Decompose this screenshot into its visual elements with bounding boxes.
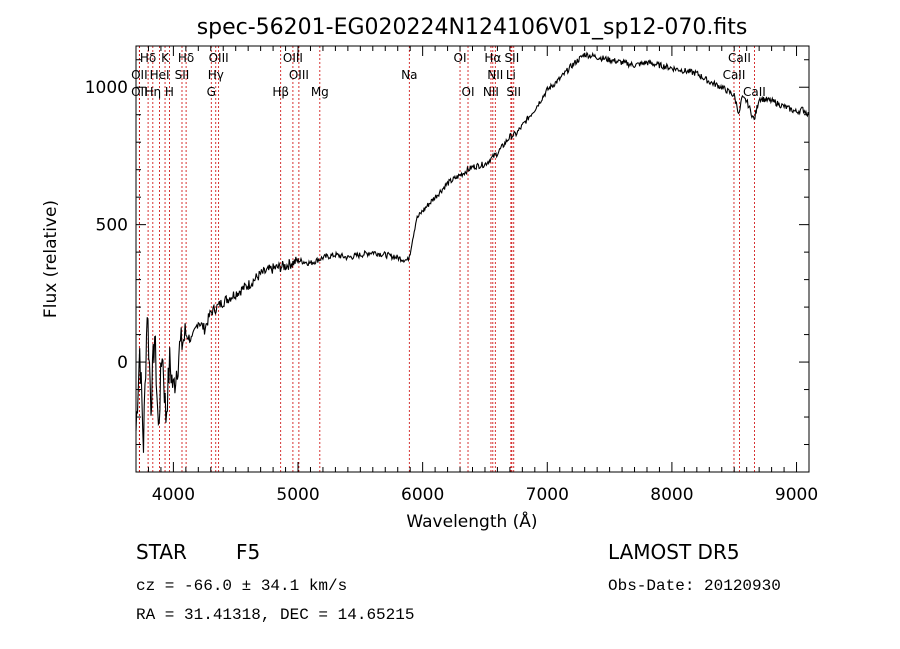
x-axis-ticks: 4000 5000 6000 7000 8000 9000	[135, 46, 818, 505]
ra-dec-coordinates: RA = 31.41318, DEC = 14.65215	[136, 606, 414, 624]
spectral-line-label: SII	[506, 85, 521, 99]
spectral-line-label: NII	[487, 68, 503, 82]
chart-title: spec-56201-EG020224N124106V01_sp12-070.f…	[197, 15, 748, 40]
x-tick-label: 4000	[152, 485, 195, 505]
spectral-line-label: Hδ	[178, 51, 194, 65]
spectral-line-label: OIII	[289, 68, 309, 82]
spectral-line-label: G	[207, 85, 216, 99]
spectral-line-label: H	[165, 85, 174, 99]
spectral-line-label: Hγ	[208, 68, 224, 82]
y-tick-label: 500	[96, 216, 128, 236]
spectral-line-label: OIII	[283, 51, 303, 65]
y-tick-label: 1000	[85, 78, 128, 98]
y-tick-label: 0	[117, 353, 128, 373]
survey-name: LAMOST DR5	[608, 540, 740, 564]
x-axis-label: Wavelength (Å)	[406, 510, 537, 532]
spectral-line-label: OII	[131, 68, 148, 82]
spectral-line-label: Li	[506, 68, 516, 82]
y-axis-label: Flux (relative)	[41, 200, 61, 318]
spectral-line-label: OI	[462, 85, 475, 99]
x-tick-label: 6000	[401, 485, 444, 505]
y-axis-ticks: 0 500 1000	[85, 59, 809, 473]
observation-date: Obs-Date: 20120930	[608, 577, 781, 595]
spectral-line-label: NII	[483, 85, 499, 99]
spectral-line-labels: Hδ K Hδ OIII OIII OI Hα SII CaII OII HeI SII Hγ OIII N…	[131, 51, 766, 99]
x-tick-label: 7000	[526, 485, 569, 505]
spectral-line-label: CaII	[743, 85, 766, 99]
object-class: STAR	[136, 540, 187, 564]
spectral-line-label: Hδ	[140, 51, 156, 65]
redshift-cz: cz = -66.0 ± 34.1 km/s	[136, 577, 347, 595]
spectral-line-label: HeI	[150, 68, 170, 82]
spectral-line-label: Mg	[311, 85, 329, 99]
spectral-line-label: OI	[454, 51, 467, 65]
spectral-line-label: OIII	[209, 51, 229, 65]
spectral-line-label: SII	[175, 68, 190, 82]
spectral-line-label: CaII	[728, 51, 751, 65]
spectral-line-label: SII	[505, 51, 520, 65]
spectral-line-label: Hβ	[272, 85, 289, 99]
spectral-line-label: K	[161, 51, 170, 65]
spectral-line-label: Na	[401, 68, 417, 82]
x-tick-label: 9000	[775, 485, 818, 505]
spectral-line-markers	[138, 46, 755, 472]
spectral-line-label: CaII	[723, 68, 746, 82]
x-tick-label: 8000	[650, 485, 693, 505]
spectrum-series-line	[135, 51, 810, 453]
spectral-line-label: Hα	[484, 51, 501, 65]
x-tick-label: 5000	[276, 485, 319, 505]
plot-frame	[135, 45, 810, 473]
object-subclass: F5	[236, 540, 260, 564]
spectral-line-label: Hη	[145, 85, 162, 99]
spectral-line-label: OII	[131, 85, 148, 99]
